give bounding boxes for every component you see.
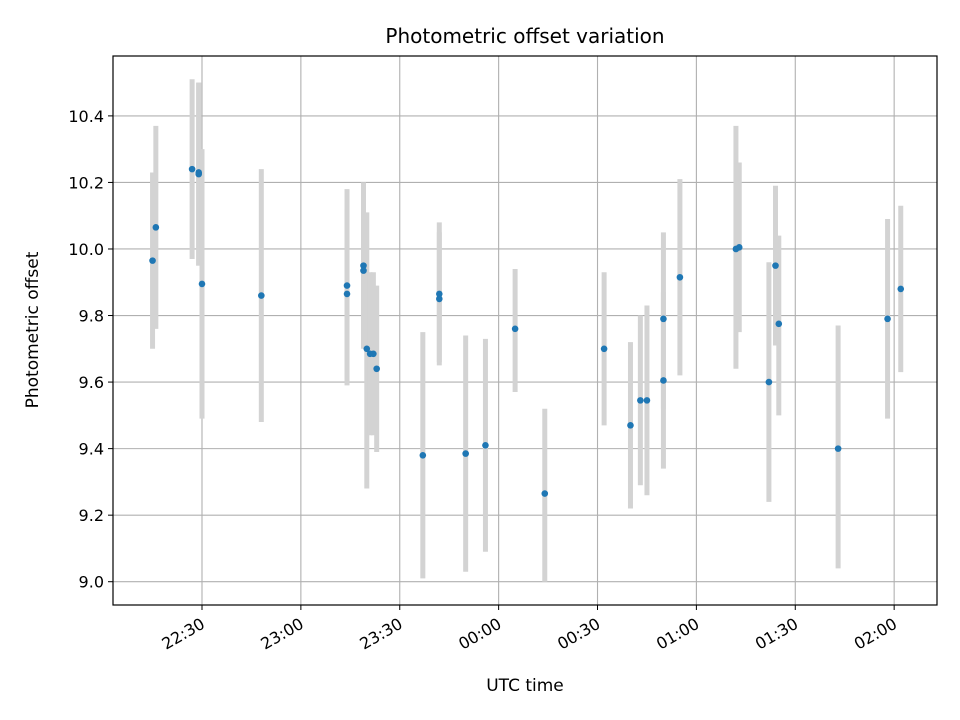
data-point bbox=[541, 490, 549, 497]
data-point bbox=[735, 244, 743, 251]
y-tick-label: 10.0 bbox=[68, 240, 104, 259]
data-point bbox=[637, 397, 644, 404]
data-point bbox=[149, 257, 156, 264]
data-point bbox=[627, 422, 634, 429]
data-point bbox=[772, 262, 779, 269]
data-point bbox=[373, 365, 380, 373]
data-point bbox=[660, 315, 667, 323]
data-point bbox=[436, 290, 443, 298]
data-point bbox=[363, 345, 371, 353]
grid bbox=[113, 56, 937, 605]
y-tick-label: 9.6 bbox=[79, 373, 104, 392]
y-tick-label: 10.4 bbox=[68, 107, 104, 126]
data-point bbox=[884, 315, 891, 323]
data-point bbox=[152, 224, 160, 231]
data-point bbox=[198, 280, 206, 288]
data-point bbox=[765, 378, 773, 386]
data-point bbox=[660, 377, 667, 384]
y-tick-label: 9.4 bbox=[79, 440, 104, 459]
data-point bbox=[360, 267, 367, 274]
data-point bbox=[360, 262, 367, 269]
plot-frame bbox=[112, 55, 938, 606]
data-point bbox=[643, 397, 651, 404]
data-point bbox=[676, 273, 684, 281]
data-point bbox=[897, 285, 905, 293]
data-point bbox=[419, 451, 427, 459]
data-point bbox=[370, 350, 377, 358]
y-axis-label: Photometric offset bbox=[23, 251, 43, 408]
y-tick-label: 9.0 bbox=[79, 573, 104, 592]
data-point bbox=[195, 170, 202, 178]
data-point bbox=[462, 450, 469, 457]
y-axis: 9.0 9.2 9.4 9.6 9.8 10.0 10.2 10.4 bbox=[68, 107, 113, 592]
data-point bbox=[343, 290, 351, 298]
data-point bbox=[482, 441, 489, 449]
chart-title: Photometric offset variation bbox=[385, 24, 664, 48]
y-tick-label: 9.8 bbox=[79, 307, 104, 326]
data-point bbox=[600, 345, 608, 353]
x-axis-label: UTC time bbox=[486, 676, 564, 696]
data-point bbox=[343, 282, 351, 289]
data-point bbox=[775, 320, 783, 328]
data-point bbox=[258, 292, 265, 299]
data-point bbox=[511, 325, 519, 333]
y-tick-label: 9.2 bbox=[79, 506, 104, 525]
data-points bbox=[149, 165, 905, 497]
data-point bbox=[834, 445, 842, 452]
data-point bbox=[436, 295, 443, 303]
data-point bbox=[188, 165, 196, 173]
y-tick-label: 10.2 bbox=[68, 173, 104, 192]
